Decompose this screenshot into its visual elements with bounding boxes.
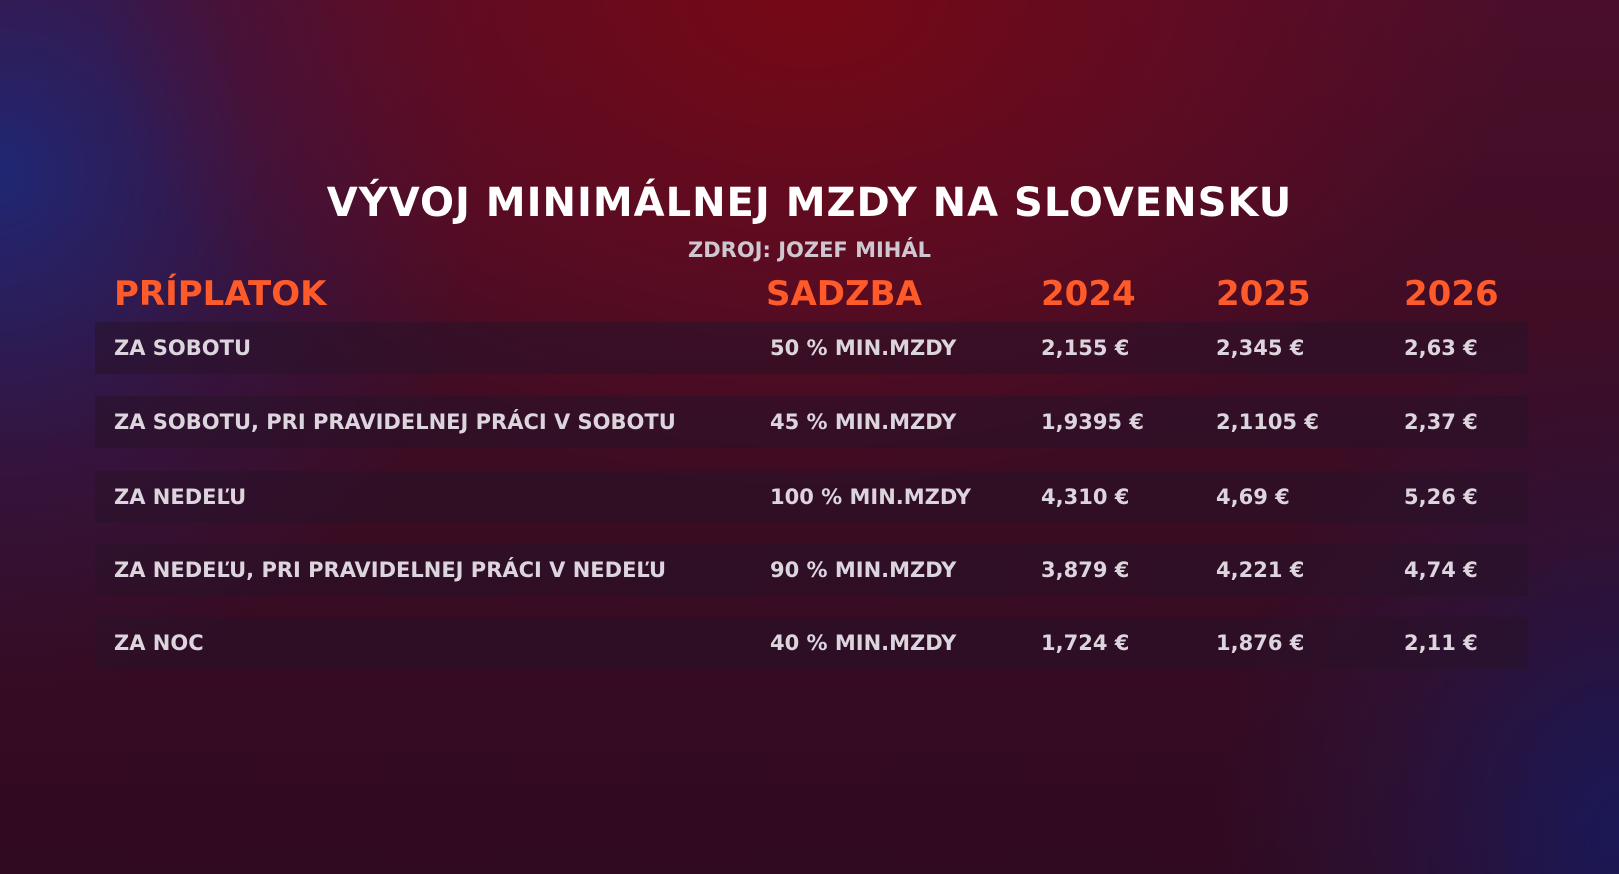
- source: ZDROJ: JOZEF MIHÁL: [687, 238, 932, 262]
- table-cell: 2,345 €: [1216, 336, 1305, 360]
- table-row: [95, 396, 1528, 448]
- table-cell: 1,724 €: [1041, 631, 1130, 655]
- table-cell: 40 % MIN.MZDY: [770, 631, 957, 655]
- table-cell: ZA NOC: [114, 631, 204, 655]
- table-cell: 2,63 €: [1404, 336, 1478, 360]
- table-cell: 4,221 €: [1216, 558, 1305, 582]
- table-cell: 4,74 €: [1404, 558, 1478, 582]
- table-cell: 2,11 €: [1404, 631, 1478, 655]
- table-cell: ZA NEDEĽU, PRI PRAVIDELNEJ PRÁCI V NEDEĽ…: [114, 558, 667, 582]
- column-header: 2025: [1216, 274, 1311, 314]
- column-header: PRÍPLATOK: [114, 274, 327, 314]
- table-cell: 45 % MIN.MZDY: [770, 410, 957, 434]
- table-cell: ZA SOBOTU, PRI PRAVIDELNEJ PRÁCI V SOBOT…: [114, 410, 676, 434]
- table-cell: 2,1105 €: [1216, 410, 1319, 434]
- table-cell: 1,876 €: [1216, 631, 1305, 655]
- table-cell: ZA SOBOTU: [114, 336, 252, 360]
- table-row: [95, 471, 1528, 523]
- table-cell: 2,37 €: [1404, 410, 1478, 434]
- table-cell: 5,26 €: [1404, 485, 1478, 509]
- table-row: [95, 544, 1528, 596]
- table-cell: 2,155 €: [1041, 336, 1130, 360]
- table-cell: 50 % MIN.MZDY: [770, 336, 957, 360]
- column-header: 2024: [1041, 274, 1136, 314]
- column-header: 2026: [1404, 274, 1499, 314]
- table-cell: 4,310 €: [1041, 485, 1130, 509]
- table-cell: 100 % MIN.MZDY: [770, 485, 971, 509]
- table-row: [95, 322, 1528, 374]
- table-cell: 1,9395 €: [1041, 410, 1144, 434]
- column-header: SADZBA: [766, 274, 922, 314]
- table-cell: 90 % MIN.MZDY: [770, 558, 957, 582]
- table-cell: 3,879 €: [1041, 558, 1130, 582]
- table-row: [95, 617, 1528, 669]
- title: VÝVOJ MINIMÁLNEJ MZDY NA SLOVENSKU: [326, 180, 1293, 226]
- table-cell: ZA NEDEĽU: [114, 485, 247, 509]
- table-cell: 4,69 €: [1216, 485, 1290, 509]
